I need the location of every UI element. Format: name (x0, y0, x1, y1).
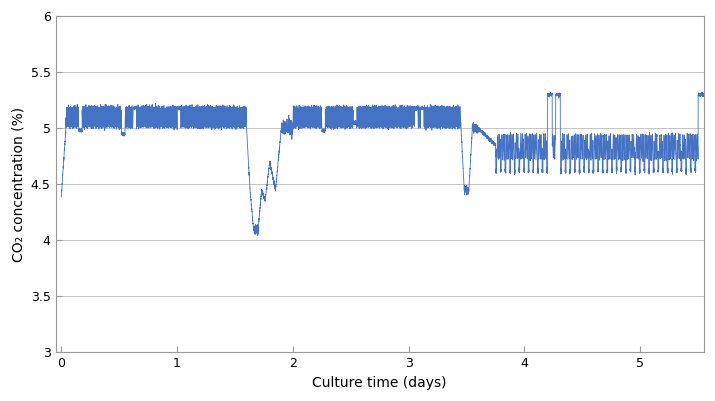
Y-axis label: CO₂ concentration (%): CO₂ concentration (%) (11, 107, 25, 262)
X-axis label: Culture time (days): Culture time (days) (312, 376, 447, 390)
